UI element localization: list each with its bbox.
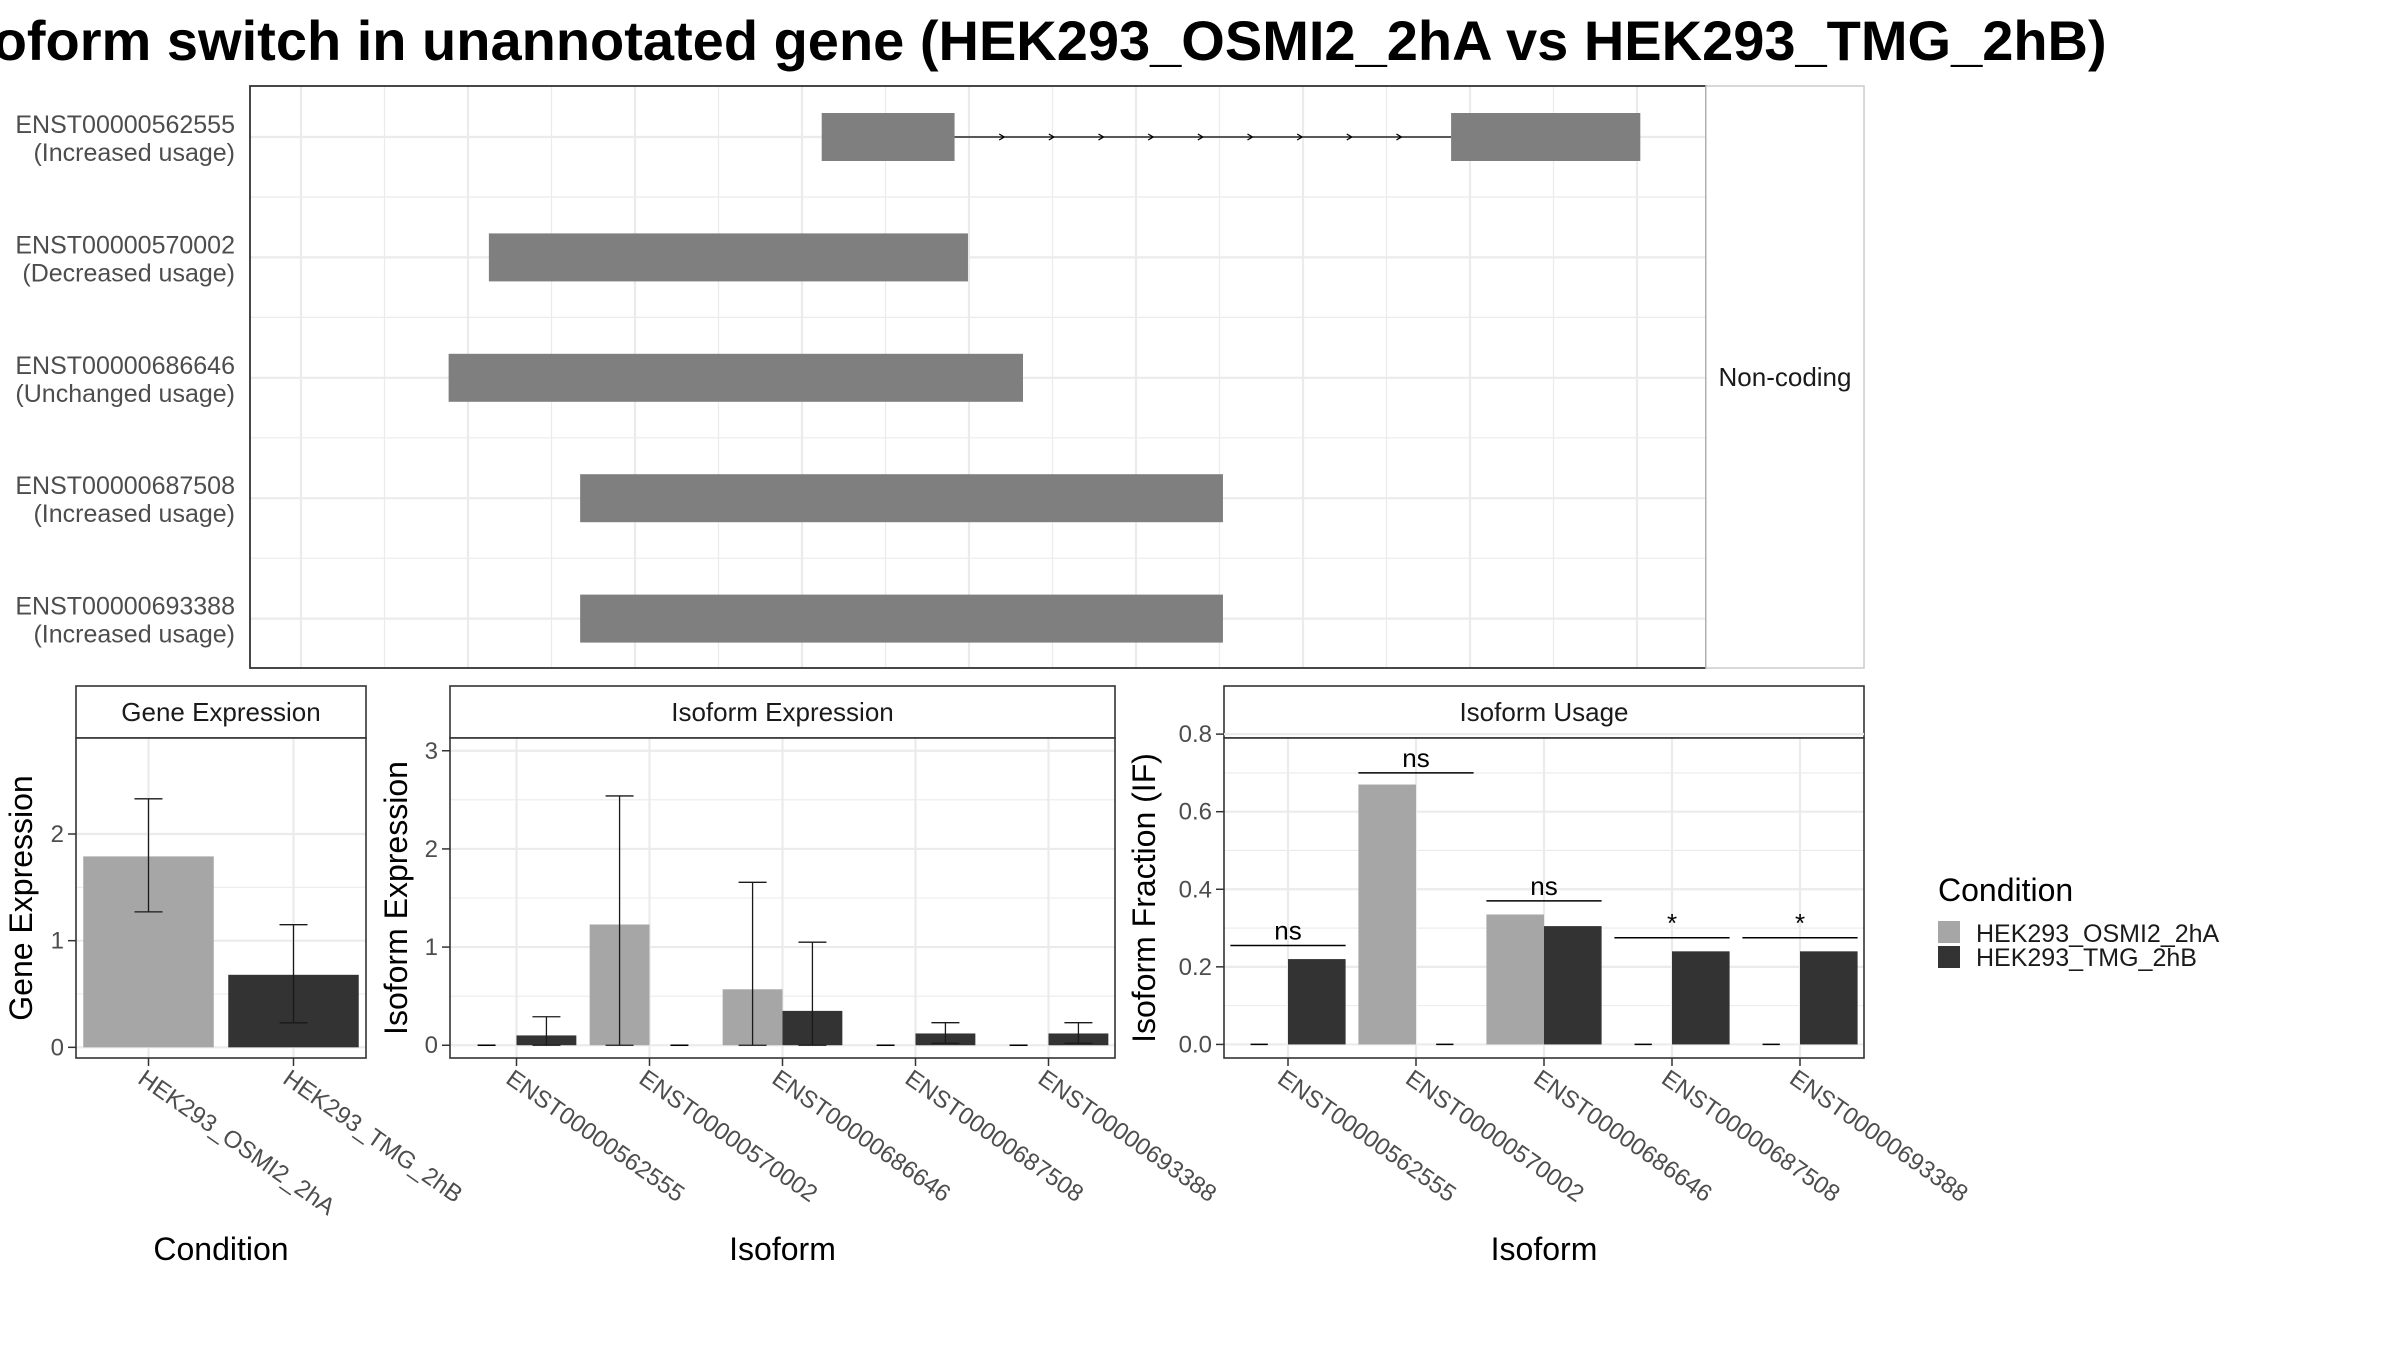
legend-key-cond2 <box>1938 946 1960 968</box>
transcript-usage-label: (Unchanged usage) <box>15 380 235 408</box>
legend-title: Condition <box>1938 872 2073 908</box>
strand-arrow <box>1147 133 1155 141</box>
y-tick-label: 0.2 <box>1179 954 1212 981</box>
exon-block <box>580 474 1223 523</box>
y-tick-label: 3 <box>425 738 438 765</box>
x-axis-title: Condition <box>153 1231 288 1267</box>
strand-arrow <box>1098 133 1105 141</box>
significance-label: * <box>1667 908 1677 938</box>
legend-label-cond1: HEK293_OSMI2_2hA <box>1976 920 2220 948</box>
y-tick-label: 2 <box>51 821 64 848</box>
significance-label: ns <box>1402 743 1429 773</box>
y-tick-label: 1 <box>425 934 438 961</box>
strand-arrow <box>1346 133 1354 141</box>
strand-arrow <box>1048 133 1056 141</box>
facet-strip-label: Non-coding <box>1719 362 1852 392</box>
panel-border <box>75 737 367 1059</box>
legend-label-cond2: HEK293_TMG_2hB <box>1976 944 2197 972</box>
transcript-structure-panel: ENST00000562555(Increased usage)ENST0000… <box>15 85 1865 669</box>
strand-arrow <box>1197 133 1205 141</box>
exon-block <box>821 113 955 161</box>
transcript-usage-label: (Increased usage) <box>33 500 235 528</box>
panel-strip <box>75 685 367 739</box>
isoform-expression-panel: Isoform Expression0123ENST00000562555ENS… <box>378 685 1221 1267</box>
figure-title: Isoform switch in unannotated gene (HEK2… <box>0 9 2107 72</box>
exon-block <box>488 233 968 282</box>
strand-arrow <box>1296 133 1304 141</box>
bar <box>1672 951 1730 1045</box>
facet-strip <box>1705 85 1865 669</box>
legend-key-cond1 <box>1938 921 1960 943</box>
y-tick-label: 0.6 <box>1179 799 1212 826</box>
y-tick-label: 2 <box>425 836 438 863</box>
bar <box>1486 914 1544 1045</box>
transcript-id-label: ENST00000570002 <box>15 231 235 259</box>
y-tick-label: 0.8 <box>1179 721 1212 748</box>
exon-block <box>580 594 1223 643</box>
panel-strip <box>1223 685 1865 739</box>
x-axis-title: Isoform <box>1491 1231 1598 1267</box>
panel-strip-title: Gene Expression <box>121 697 320 727</box>
x-axis-title: Isoform <box>729 1231 836 1267</box>
transcript-id-label: ENST00000686646 <box>15 352 235 380</box>
exon-block <box>1451 113 1641 161</box>
legend: Condition HEK293_OSMI2_2hA HEK293_TMG_2h… <box>1938 872 2220 972</box>
significance-label: ns <box>1530 871 1557 901</box>
transcript-usage-label: (Increased usage) <box>33 621 235 649</box>
transcript-id-label: ENST00000687508 <box>15 472 235 500</box>
exon-block <box>448 353 1023 402</box>
y-tick-label: 1 <box>51 928 64 955</box>
y-axis-title: Isoform Fraction (IF) <box>1126 753 1162 1043</box>
transcript-id-label: ENST00000693388 <box>15 593 235 621</box>
y-tick-label: 0.4 <box>1179 876 1212 903</box>
y-tick-label: 0 <box>51 1034 64 1061</box>
significance-label: * <box>1795 908 1805 938</box>
panel-strip-title: Isoform Usage <box>1459 697 1628 727</box>
strand-arrow <box>1247 133 1254 141</box>
panel-strip <box>449 685 1116 739</box>
transcript-usage-label: (Increased usage) <box>33 139 235 167</box>
strand-arrow <box>998 133 1006 141</box>
strand-arrow <box>1396 133 1403 141</box>
y-tick-label: 0 <box>425 1032 438 1059</box>
bar <box>1358 784 1416 1045</box>
bar <box>1800 951 1858 1045</box>
panel-strip-title: Isoform Expression <box>671 697 894 727</box>
significance-label: ns <box>1274 916 1301 946</box>
bar <box>1288 959 1346 1045</box>
transcript-id-label: ENST00000562555 <box>15 111 235 139</box>
y-axis-title: Gene Expression <box>3 775 39 1020</box>
bar <box>1544 926 1602 1045</box>
transcript-usage-label: (Decreased usage) <box>22 259 235 287</box>
y-tick-label: 0.0 <box>1179 1031 1212 1058</box>
y-axis-title: Isoform Expression <box>378 761 414 1035</box>
